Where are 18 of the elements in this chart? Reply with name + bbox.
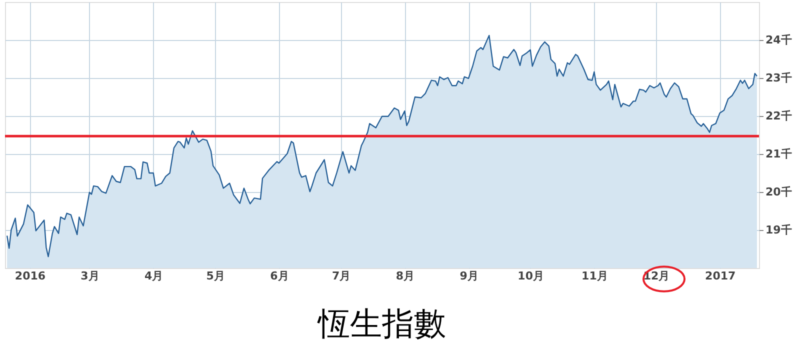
- x-tick-label: 7月: [332, 270, 351, 282]
- y-tick-label: 22千: [766, 110, 792, 122]
- x-tick-label: 11月: [582, 270, 608, 282]
- x-tick-label: 9月: [460, 270, 478, 282]
- x-tick-label: 2017: [705, 270, 736, 282]
- y-tick-label: 21千: [766, 148, 792, 160]
- x-tick-label: 4月: [144, 270, 164, 282]
- x-tick-label: 6月: [270, 270, 289, 282]
- x-tick-label: 5月: [206, 270, 225, 282]
- y-tick-label: 23千: [766, 72, 792, 84]
- y-tick-label: 24千: [766, 34, 792, 46]
- y-tick-label: 20千: [766, 186, 792, 198]
- x-tick-label: 3月: [80, 270, 100, 282]
- y-tick-label: 19千: [766, 224, 792, 236]
- text: 恆生指數: [317, 304, 446, 342]
- x-tick-label: 8月: [396, 270, 414, 282]
- x-tick-label: 2016: [14, 270, 46, 282]
- x-tick-label: 10月: [518, 270, 544, 282]
